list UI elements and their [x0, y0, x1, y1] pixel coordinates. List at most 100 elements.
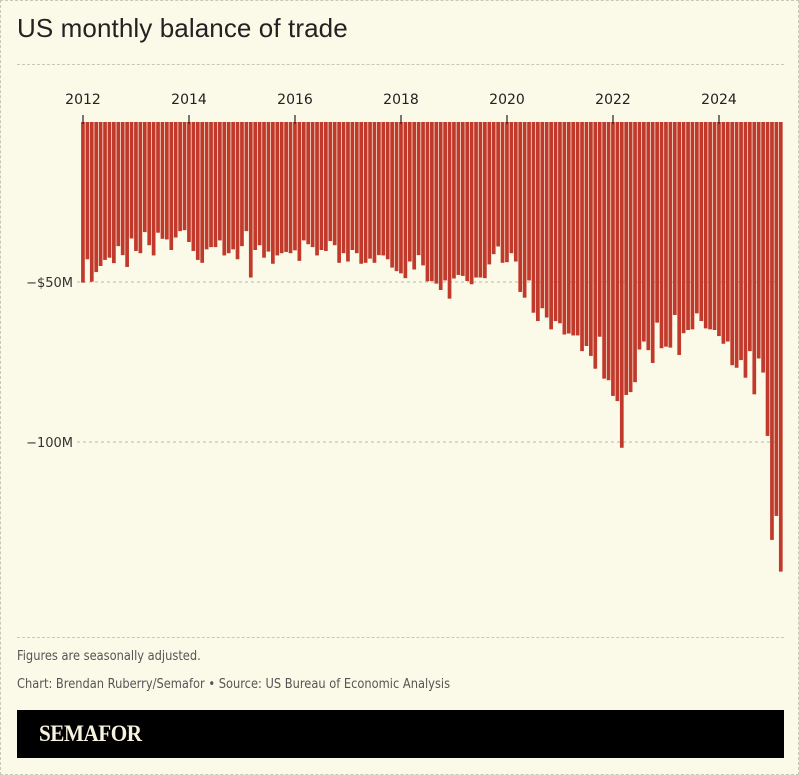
bar-2022-09: [646, 122, 651, 351]
bar-2018-03: [407, 122, 412, 262]
bar-2013-12: [182, 122, 187, 231]
bar-2024-08: [748, 122, 752, 352]
bar-2023-11: [708, 122, 712, 330]
x-tick-label: 2014: [171, 92, 207, 108]
bar-2012-10: [120, 122, 125, 256]
bar-2014-02: [191, 122, 196, 251]
bar-2017-08: [377, 122, 381, 256]
bar-2015-09: [275, 122, 280, 256]
bar-2023-07: [690, 122, 695, 330]
bar-2021-05: [575, 122, 580, 336]
bar-2021-07: [584, 122, 589, 346]
bar-2019-01: [452, 122, 456, 279]
bar-2013-01: [134, 122, 138, 251]
bar-2022-03: [619, 122, 624, 448]
x-tick-label: 2016: [277, 92, 313, 108]
bar-2022-07: [637, 122, 642, 350]
bar-2012-04: [94, 122, 99, 273]
bar-2023-05: [681, 122, 686, 334]
bar-2019-02: [456, 122, 461, 275]
bar-2019-06: [474, 122, 478, 278]
bar-2022-10: [650, 122, 655, 363]
bar-2024-12: [765, 122, 770, 436]
bar-2014-09: [222, 122, 227, 256]
bar-2013-07: [160, 122, 165, 239]
bar-2021-12: [606, 122, 611, 381]
bar-2018-01: [399, 122, 403, 274]
bar-2015-07: [266, 122, 271, 252]
bar-2013-02: [138, 122, 143, 254]
bar-2012-07: [107, 122, 112, 258]
bar-2012-12: [129, 122, 134, 239]
chart-title: US monthly balance of trade: [17, 13, 348, 43]
bar-2022-06: [633, 122, 637, 383]
bar-2017-12: [394, 122, 399, 272]
bar-2019-10: [491, 122, 496, 255]
bar-2018-02: [403, 122, 408, 279]
bar-2018-12: [447, 122, 452, 299]
bar-2021-11: [602, 122, 606, 379]
bar-2021-04: [571, 122, 576, 336]
bar-2024-03: [725, 122, 730, 342]
bar-2015-06: [262, 122, 266, 258]
x-tick-label: 2022: [595, 92, 631, 108]
bar-2012-01: [81, 122, 85, 283]
bar-2021-09: [593, 122, 598, 369]
bar-2020-08: [536, 122, 540, 322]
bar-2018-04: [412, 122, 417, 270]
bar-2016-06: [315, 122, 319, 256]
bar-2023-09: [699, 122, 704, 322]
bar-2018-06: [421, 122, 425, 266]
bar-2014-11: [231, 122, 235, 250]
bar-2015-02: [244, 122, 249, 232]
bar-2016-07: [319, 122, 324, 250]
bar-2015-11: [284, 122, 288, 252]
bar-2020-10: [544, 122, 549, 318]
bar-chart: −$50M −100M 2012 2014 2016 2018 2020 2022 2024: [26, 92, 784, 572]
bar-2025-01: [770, 122, 774, 540]
bar-2024-02: [721, 122, 726, 344]
bar-2019-04: [465, 122, 470, 282]
bar-2014-05: [204, 122, 209, 250]
bar-2013-06: [156, 122, 160, 233]
bar-2019-03: [460, 122, 465, 276]
bar-2022-08: [642, 122, 646, 342]
bar-2014-03: [195, 122, 200, 260]
bar-2014-04: [200, 122, 205, 263]
bar-2019-08: [483, 122, 487, 279]
bar-2016-09: [328, 122, 333, 242]
bar-2022-12: [659, 122, 664, 349]
bar-2023-08: [695, 122, 699, 314]
bar-2023-01: [664, 122, 668, 347]
bar-2021-02: [562, 122, 567, 335]
bar-2024-05: [734, 122, 739, 368]
bar-2018-11: [443, 122, 447, 281]
x-tick-label: 2012: [65, 92, 101, 108]
bar-2024-11: [761, 122, 765, 373]
bar-2013-08: [165, 122, 169, 240]
bar-2015-04: [253, 122, 258, 250]
bar-2022-04: [624, 122, 629, 395]
bar-2025-03: [778, 122, 783, 572]
bar-2012-08: [112, 122, 116, 264]
footnote: Figures are seasonally adjusted.: [17, 649, 201, 664]
bar-2016-08: [324, 122, 328, 251]
bar-2014-12: [235, 122, 240, 260]
bar-2020-02: [509, 122, 514, 254]
bar-2024-07: [743, 122, 748, 378]
bar-2017-06: [368, 122, 372, 259]
bar-2016-01: [293, 122, 297, 251]
bar-2019-11: [496, 122, 500, 247]
bar-2019-05: [469, 122, 474, 285]
bar-2020-01: [505, 122, 509, 263]
bar-2015-01: [240, 122, 244, 247]
bar-2018-07: [425, 122, 430, 282]
bar-2021-06: [580, 122, 584, 352]
bar-2020-07: [531, 122, 536, 313]
bar-2020-11: [549, 122, 553, 330]
bar-2022-11: [655, 122, 659, 323]
semafor-logo: SEMAFOR: [39, 721, 142, 746]
bar-2012-03: [89, 122, 94, 282]
bar-2016-10: [332, 122, 337, 246]
